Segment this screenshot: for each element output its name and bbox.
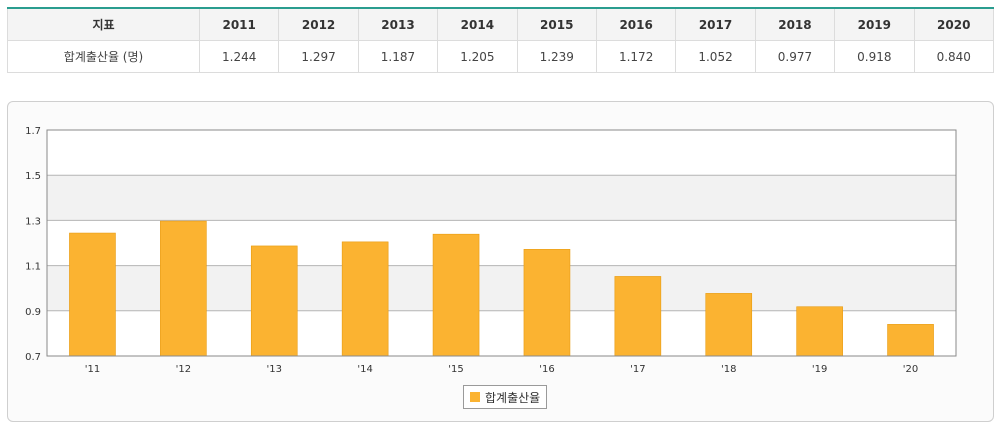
header-indicator: 지표 [7,7,200,41]
bar [432,233,480,357]
bar [160,220,207,357]
x-tick-label: '18 [721,364,736,375]
bar [614,276,662,357]
bar [69,232,116,357]
header-year: 2018 [754,7,836,41]
table-cell: 1.172 [595,40,677,73]
y-tick-label: 1.3 [25,216,41,227]
bar [887,324,934,357]
header-year: 2016 [595,7,677,41]
table-cell: 0.840 [913,40,995,73]
x-tick-label: '11 [85,364,100,375]
x-tick-label: '19 [812,364,827,375]
plot-border [46,129,957,357]
table-cell: 1.239 [516,40,597,73]
bar [705,293,753,357]
table-cell: 1.205 [437,40,518,73]
x-tick-label: '14 [357,364,372,375]
y-tick-label: 0.7 [25,352,41,363]
x-tick-label: '17 [630,364,645,375]
header-year: 2013 [357,7,439,41]
x-tick-label: '16 [539,364,554,375]
chart-legend[interactable]: 합계출산율 [463,385,548,409]
x-tick-label: '13 [267,364,282,375]
header-year: 2014 [437,7,518,41]
x-tick-label: '12 [176,364,191,375]
bar [341,241,389,357]
y-tick-label: 0.9 [25,307,41,318]
bar-chart: 0.7 0.9 1.1 1.3 1.5 1.7 '11 '12 '13 '14 '15 '16 '17 '… [25,126,957,375]
y-tick-label: 1.1 [25,262,41,273]
x-tick-label: '15 [448,364,463,375]
row-label: 합계출산율 (명) [7,40,200,73]
table-header-row: 지표 2011 2012 2013 2014 2015 2016 2017 20… [7,7,995,41]
header-year: 2011 [198,7,280,41]
header-year: 2019 [834,7,915,41]
legend-swatch [470,392,480,402]
header-year: 2020 [913,7,995,41]
y-tick-label: 1.7 [25,126,41,137]
table-cell: 1.187 [357,40,439,73]
grid-band [47,175,956,221]
data-table: 지표 2011 2012 2013 2014 2015 2016 2017 20… [7,7,995,73]
chart-panel: 0.7 0.9 1.1 1.3 1.5 1.7 '11 '12 '13 '14 '15 '16 '17 '… [7,101,994,422]
bar [796,306,843,357]
header-year: 2012 [278,7,359,41]
table-cell: 0.918 [834,40,915,73]
header-year: 2017 [675,7,756,41]
table-row: 합계출산율 (명) 1.244 1.297 1.187 1.205 1.239 … [7,40,995,73]
table-cell: 0.977 [754,40,836,73]
x-tick-label: '20 [903,364,918,375]
bar [523,249,571,357]
bar [250,245,298,357]
table-cell: 1.052 [675,40,756,73]
legend-label: 합계출산율 [485,390,541,405]
table-cell: 1.244 [198,40,280,73]
y-tick-label: 1.5 [25,171,41,182]
table-cell: 1.297 [278,40,359,73]
header-year: 2015 [516,7,597,41]
